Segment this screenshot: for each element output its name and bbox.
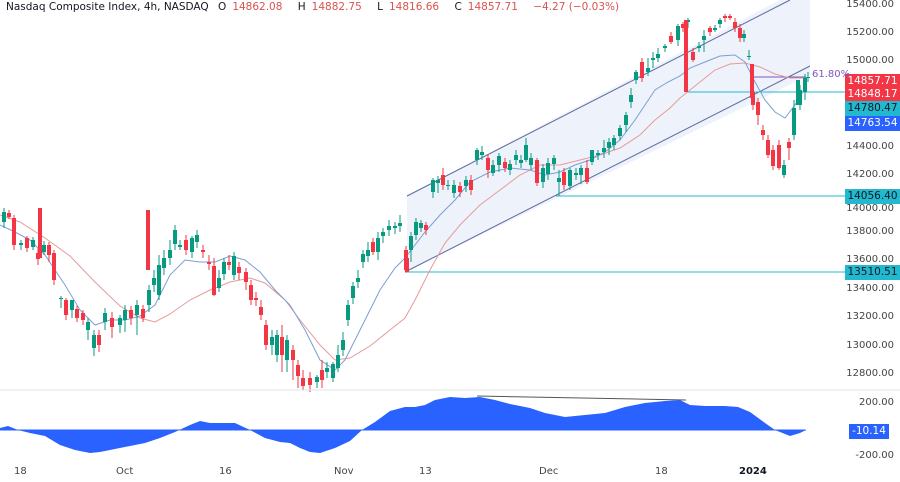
channel-fill — [407, 0, 810, 271]
oscillator-area — [0, 397, 806, 453]
time-label-year: 2024 — [739, 466, 767, 477]
oscillator-value-tag: -10.14 — [849, 424, 889, 439]
oscillator-tick: 200.00 — [859, 397, 894, 408]
time-label: Nov — [334, 466, 354, 477]
oscillator-tick: -200.00 — [855, 450, 894, 461]
change-value: −4.27 (−0.03%) — [533, 1, 620, 13]
price-tick: 12800.00 — [846, 368, 894, 379]
last-price-tag: 14857.71 — [845, 74, 900, 89]
time-label: Oct — [116, 466, 134, 477]
channel-lower-line[interactable] — [406, 65, 811, 272]
price-tick: 15000.00 — [846, 55, 894, 66]
price-tick: 13200.00 — [846, 311, 894, 322]
high-value: 14882.75 — [311, 1, 362, 13]
ohlc-legend: Nasdaq Composite Index, 4h, NASDAQ O 1486… — [6, 1, 625, 13]
time-label: 18 — [655, 466, 668, 477]
price-tick: 14400.00 — [846, 141, 894, 152]
price-tick: 14000.00 — [846, 203, 894, 214]
price-tick: 13600.00 — [846, 254, 894, 265]
channel-upper-line[interactable] — [406, 0, 791, 197]
divergence-line[interactable] — [476, 395, 687, 401]
time-label: 16 — [219, 466, 232, 477]
candlestick-series[interactable] — [2, 14, 810, 392]
fib-label: 61.80% — [812, 69, 851, 80]
symbol-title[interactable]: Nasdaq Composite Index, 4h, NASDAQ — [6, 1, 209, 13]
price-tick: 14200.00 — [846, 169, 894, 180]
level-price-tag: 14848.17 — [845, 87, 900, 102]
price-tick: 13800.00 — [846, 226, 894, 237]
slow-moving-average — [0, 62, 805, 361]
price-tick: 13400.00 — [846, 283, 894, 294]
fast-ma-tag: 14780.47 — [845, 101, 900, 116]
support-tag-13510: 13510.51 — [845, 265, 900, 280]
close-label: C — [454, 1, 462, 13]
low-value: 14816.66 — [388, 1, 440, 13]
price-tick: 15400.00 — [846, 0, 894, 10]
support-tag-14056: 14056.40 — [845, 189, 900, 204]
open-value: 14862.08 — [232, 1, 283, 13]
time-label: 13 — [419, 466, 432, 477]
high-label: H — [297, 1, 306, 13]
time-label: Dec — [539, 466, 559, 477]
time-label: 18 — [14, 466, 27, 477]
close-value: 14857.71 — [467, 1, 518, 13]
low-label: L — [377, 1, 383, 13]
open-label: O — [218, 1, 227, 13]
slow-ma-tag: 14763.54 — [845, 116, 900, 131]
price-tick: 13000.00 — [846, 340, 894, 351]
price-tick: 15200.00 — [846, 27, 894, 38]
